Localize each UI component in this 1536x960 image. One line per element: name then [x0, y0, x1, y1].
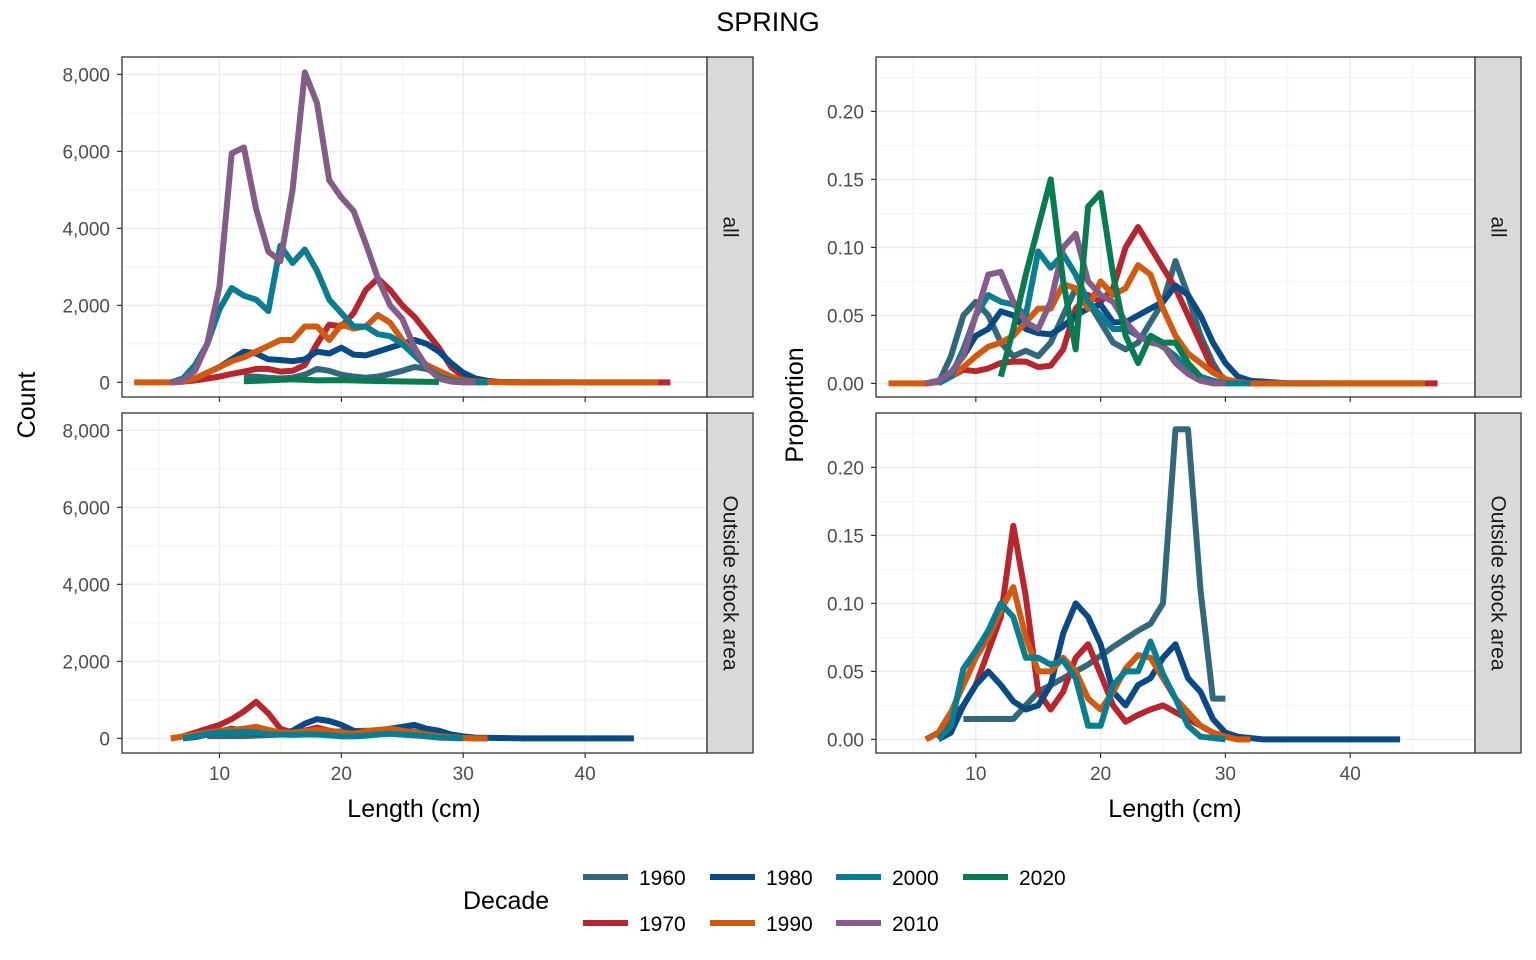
y-tick-label: 0.00	[827, 730, 864, 751]
series-line-1980	[925, 282, 1326, 387]
series-lines	[924, 426, 1401, 743]
panel-count-all: 0 2,000 4,000 6,000 8,000 all	[62, 56, 754, 402]
series-lines	[134, 69, 671, 386]
y-tick-label: 0	[99, 373, 110, 394]
series-line-2010	[925, 230, 1226, 387]
y-tick-label: 2,000	[62, 652, 110, 673]
legend-label-1980: 1980	[766, 867, 813, 890]
panels-layer: 0 2,000 4,000 6,000 8,000 all 10 20 30 40 0 2,000 4,…	[62, 56, 1522, 785]
facet-strip	[706, 412, 754, 754]
legend-label-1990: 1990	[766, 913, 813, 936]
facet-strip-label: all	[719, 216, 742, 237]
x-tick-label: 10	[209, 764, 230, 785]
y-tick-label: 0.00	[827, 374, 864, 395]
x-tick-label: 40	[1340, 764, 1361, 785]
y-tick-label: 0.20	[827, 458, 864, 479]
y-tick-label: 6,000	[62, 142, 110, 163]
x-tick-label: 20	[331, 764, 352, 785]
panel-background	[122, 413, 707, 753]
x-tick-label: 10	[965, 764, 986, 785]
y-tick-label: 8,000	[62, 421, 110, 442]
y-tick-label: 2,000	[62, 296, 110, 317]
chart-title: SPRING	[716, 7, 820, 37]
y-tick-label: 0.05	[827, 306, 864, 327]
y-tick-label: 0.15	[827, 526, 864, 547]
facet-strip	[1474, 412, 1522, 754]
x-tick-label: 20	[1090, 764, 1111, 785]
y-tick-label: 0.20	[827, 102, 864, 123]
series-line-2000	[936, 600, 1226, 743]
legend: Decade 1960 1970 1980 1990 2000 2010 2020	[463, 867, 1066, 936]
panel-prop-outside: 10 20 30 40 0.00 0.05 0.10 0.15 0.20 Outside stoc…	[827, 412, 1522, 785]
legend-label-1970: 1970	[639, 913, 686, 936]
y-tick-label: 0.05	[827, 662, 864, 683]
facet-strip	[706, 56, 754, 398]
series-line-1990	[924, 584, 1251, 743]
y-tick-label: 0.10	[827, 594, 864, 615]
series-lines	[170, 698, 634, 742]
legend-label-2000: 2000	[892, 867, 939, 890]
facet-strip-label: Outside stock area	[719, 495, 742, 670]
facet-strip-label: all	[1487, 216, 1510, 237]
xlabel-left: Length (cm)	[347, 795, 480, 823]
facet-strip-label: Outside stock area	[1487, 495, 1510, 670]
legend-label-2020: 2020	[1019, 867, 1066, 890]
x-tick-label: 40	[575, 764, 596, 785]
legend-title: Decade	[463, 887, 549, 915]
facet-strip	[1474, 56, 1522, 398]
x-tick-label: 30	[1215, 764, 1236, 785]
legend-label-1960: 1960	[639, 867, 686, 890]
y-tick-label: 4,000	[62, 575, 110, 596]
ylabel-count: Count	[13, 372, 41, 439]
y-tick-label: 0.10	[827, 238, 864, 259]
y-tick-label: 0.15	[827, 170, 864, 191]
y-tick-label: 4,000	[62, 219, 110, 240]
x-tick-label: 30	[453, 764, 474, 785]
series-line-2000	[182, 728, 464, 742]
panel-count-outside: 10 20 30 40 0 2,000 4,000 6,000 8,000 Outside sto…	[62, 412, 754, 785]
xlabel-right: Length (cm)	[1108, 795, 1241, 823]
y-tick-label: 0	[99, 729, 110, 750]
series-line-2020	[243, 376, 439, 385]
panel-prop-all: 0.00 0.05 0.10 0.15 0.20 all	[827, 56, 1522, 402]
y-tick-label: 6,000	[62, 498, 110, 519]
series-line-2010	[170, 69, 476, 386]
y-tick-label: 8,000	[62, 65, 110, 86]
legend-label-2010: 2010	[892, 913, 939, 936]
ylabel-proportion: Proportion	[781, 347, 809, 462]
series-lines	[888, 176, 1438, 387]
series-line-2020	[997, 176, 1203, 379]
